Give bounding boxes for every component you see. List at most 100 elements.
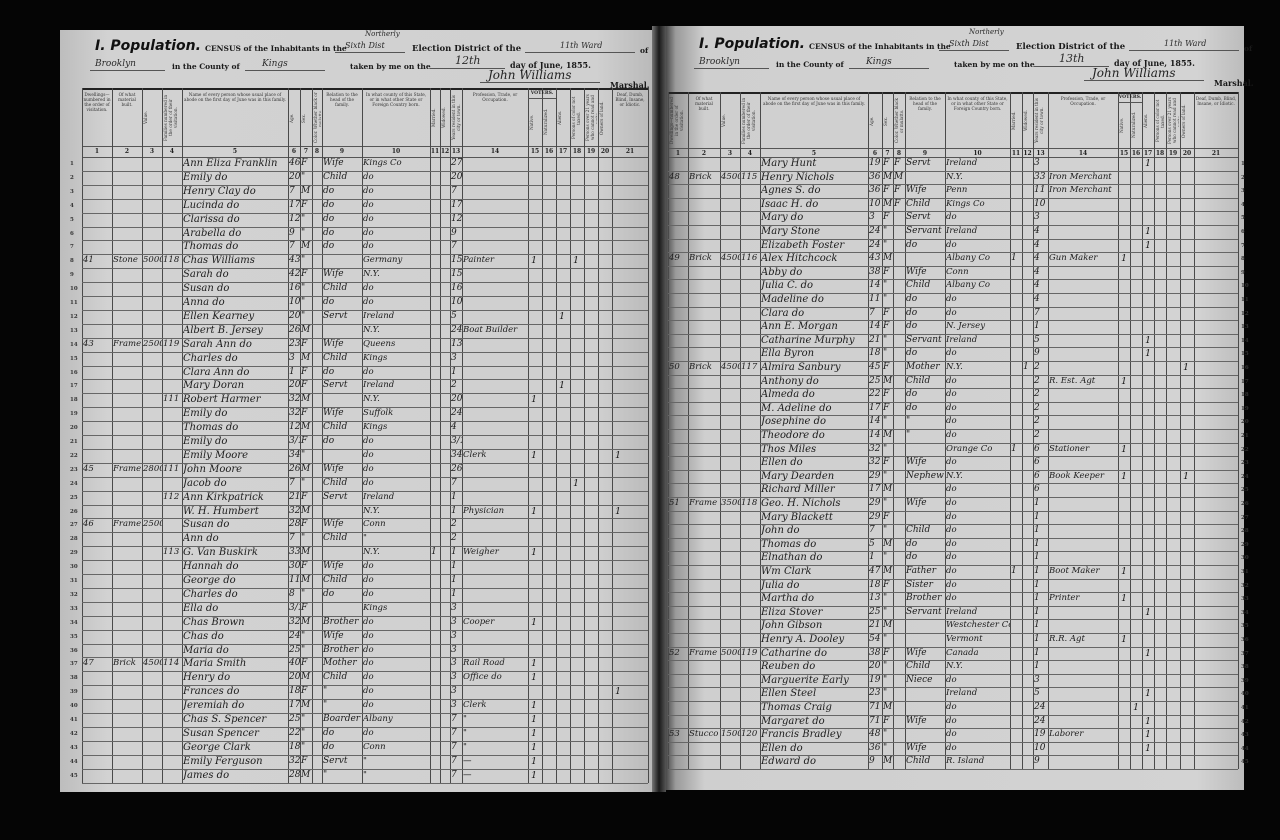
entry-r: do bbox=[906, 294, 918, 304]
column-header: Value. bbox=[143, 111, 148, 125]
entry-n: Mary Stone bbox=[761, 226, 821, 237]
tally-mark: 1 bbox=[531, 714, 538, 725]
entry-f: 116 bbox=[741, 253, 758, 264]
entry-p: Laborer bbox=[1049, 729, 1084, 740]
row-rule bbox=[82, 323, 648, 325]
column-header: Years resident in this city or town. bbox=[1034, 98, 1044, 144]
row-number: 33 bbox=[1241, 596, 1249, 603]
row-number: 39 bbox=[1241, 677, 1249, 684]
entry-p: Office do bbox=[463, 672, 502, 683]
column-header: Relation to the head of the family. bbox=[909, 96, 941, 111]
entry-b: Kings Co bbox=[363, 158, 402, 168]
row-rule bbox=[82, 240, 648, 242]
row-rule bbox=[668, 646, 1238, 648]
entry-b: do bbox=[946, 702, 957, 712]
entry-n: George do bbox=[183, 575, 236, 586]
entry-n: Geo. H. Nichols bbox=[761, 498, 841, 509]
entry-r: Wife bbox=[906, 498, 927, 508]
column-header: Age. bbox=[869, 116, 874, 126]
entry-r: Wife bbox=[323, 519, 344, 530]
entry-b: Kings bbox=[363, 602, 388, 613]
section-title: I. Population. bbox=[699, 36, 805, 52]
entry-b: do bbox=[363, 700, 374, 711]
row-number: 12 bbox=[70, 313, 78, 320]
marshal-label: Marshal. bbox=[1214, 78, 1254, 88]
row-number: 9 bbox=[1241, 269, 1245, 276]
district-fill-line bbox=[335, 40, 405, 53]
entry-a: 32 bbox=[289, 505, 300, 516]
day-fill-line bbox=[430, 56, 505, 69]
entry-a: 20 bbox=[289, 171, 300, 182]
entry-n: Anthony do bbox=[761, 375, 819, 387]
entry-a: 42 bbox=[289, 269, 300, 280]
entry-d: 53 bbox=[669, 729, 680, 740]
entry-b: do bbox=[363, 463, 374, 474]
entry-d: 45 bbox=[83, 463, 94, 474]
entry-y: 24 bbox=[1034, 702, 1046, 712]
entry-a: 3 bbox=[869, 212, 875, 223]
entry-n: John Gibson bbox=[761, 620, 823, 632]
entry-f: 114 bbox=[163, 658, 180, 669]
row-number: 44 bbox=[1241, 745, 1249, 752]
entry-y: 1 bbox=[1034, 321, 1040, 332]
row-rule bbox=[668, 741, 1238, 743]
entry-n: Sarah do bbox=[183, 269, 229, 281]
row-rule bbox=[82, 435, 648, 436]
entry-n: George Clark bbox=[183, 741, 251, 753]
column-header: Sex. bbox=[301, 113, 306, 123]
entry-n: Francis Bradley bbox=[761, 729, 842, 741]
row-rule bbox=[82, 407, 648, 409]
entry-y: 7 bbox=[1034, 307, 1040, 318]
entry-b: do bbox=[946, 239, 957, 250]
voters-label: VOTERS. bbox=[1118, 95, 1142, 100]
entry-y: 3 bbox=[451, 672, 457, 683]
entry-y: 10 bbox=[1034, 742, 1046, 753]
entry-b: do bbox=[363, 185, 374, 196]
entry-n: Chas do bbox=[183, 630, 224, 642]
entry-b: do bbox=[363, 241, 374, 252]
entry-r: do bbox=[906, 389, 918, 400]
entry-r: Child bbox=[906, 756, 931, 767]
entry-m: Stucco bbox=[689, 729, 719, 740]
tally-mark: 1 bbox=[559, 310, 566, 322]
column-header: Persons of color not taxed. bbox=[1155, 99, 1165, 143]
entry-n: Jeremiah do bbox=[183, 700, 245, 712]
column-rule bbox=[1033, 92, 1034, 769]
ward-fill-line bbox=[525, 40, 635, 53]
entry-y: 2 bbox=[1034, 402, 1040, 413]
entry-r: " bbox=[906, 416, 911, 427]
column-rule bbox=[1154, 92, 1155, 769]
entry-d: 41 bbox=[83, 255, 94, 266]
entry-r: Servt bbox=[323, 310, 348, 321]
entry-r: Child bbox=[323, 352, 348, 363]
entry-a: 25 bbox=[289, 644, 300, 655]
entry-n: Margaret do bbox=[761, 715, 825, 727]
entry-mar: 1 bbox=[1011, 253, 1017, 264]
entry-n: Henry A. Dooley bbox=[761, 634, 845, 645]
entry-y: 4 bbox=[1034, 294, 1040, 304]
entry-f: 111 bbox=[163, 394, 180, 405]
entry-a: 30 bbox=[289, 561, 300, 572]
row-number: 15 bbox=[1241, 351, 1249, 358]
row-rule bbox=[82, 226, 648, 228]
entry-y: 24 bbox=[451, 324, 462, 335]
entry-n: John do bbox=[761, 525, 800, 537]
column-header: Native. bbox=[529, 114, 534, 130]
row-rule bbox=[668, 347, 1238, 349]
entry-a: 8 bbox=[289, 588, 295, 599]
city-hand: Brooklyn bbox=[95, 59, 136, 69]
entry-s: " bbox=[301, 477, 306, 488]
entry-r: Servant bbox=[906, 226, 942, 236]
entry-y: 3 bbox=[451, 630, 457, 641]
column-number: 15 bbox=[1119, 150, 1129, 157]
entry-a: 10 bbox=[289, 297, 300, 307]
entry-n: Catharine Murphy bbox=[761, 334, 855, 346]
entry-a: 10 bbox=[869, 198, 881, 209]
entry-s: " bbox=[301, 727, 306, 738]
entry-r: Servant bbox=[906, 606, 942, 617]
district-hand-top: Northerly bbox=[365, 30, 400, 38]
row-number: 19 bbox=[70, 411, 78, 418]
entry-r: Brother bbox=[323, 616, 359, 627]
census-label: CENSUS of the Inhabitants in the bbox=[809, 42, 951, 51]
entry-d: 47 bbox=[83, 658, 94, 669]
